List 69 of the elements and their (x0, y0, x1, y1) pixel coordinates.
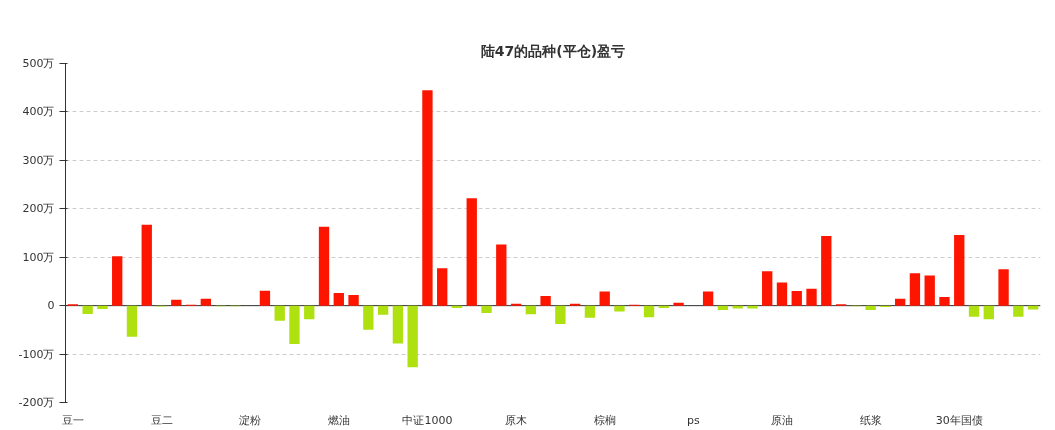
x-tick-label: 中证1000 (402, 413, 453, 427)
bar (112, 256, 123, 306)
bar (732, 305, 743, 309)
bar (437, 268, 448, 306)
bar (377, 305, 389, 315)
bar (318, 226, 330, 306)
x-tick-label: 棕榈 (593, 413, 616, 427)
bar (422, 90, 433, 306)
bar (496, 244, 507, 306)
bar (998, 269, 1009, 306)
bar (348, 294, 359, 306)
bar (540, 295, 551, 306)
bar (82, 305, 93, 314)
bar (407, 305, 418, 368)
bar (599, 291, 610, 306)
x-tick-label: 原木 (505, 413, 528, 427)
x-tick-label: 豆二 (150, 413, 173, 427)
y-tick-label: 0 (47, 299, 55, 313)
bar (806, 288, 817, 306)
bar (126, 305, 138, 337)
bar (481, 305, 492, 313)
y-tick-label: 500万 (22, 57, 55, 70)
bar (200, 298, 212, 306)
bar (762, 271, 773, 306)
bar (747, 305, 758, 309)
bar (1013, 305, 1024, 317)
bar (289, 305, 300, 344)
bar (894, 298, 906, 306)
bar (614, 305, 625, 312)
x-tick-label: 原油 (770, 413, 793, 427)
bar (821, 235, 832, 306)
x-tick-label: 30年国债 (935, 413, 983, 427)
bar (968, 305, 980, 317)
y-tick-label: 300万 (22, 153, 55, 167)
bar (363, 305, 374, 330)
bar (954, 234, 965, 306)
y-tick-label: 400万 (22, 105, 55, 119)
bar (702, 291, 714, 306)
chart-title: 陆47的品种(平仓)盈亏 (480, 42, 626, 59)
y-tick-label: 100万 (22, 250, 55, 264)
bar (791, 291, 802, 306)
bar (924, 275, 935, 306)
bar (939, 296, 950, 306)
bar (909, 273, 921, 306)
bar (776, 282, 788, 306)
bar (141, 224, 152, 306)
x-tick-label: 豆一 (61, 413, 84, 427)
x-tick-label: 纸浆 (859, 413, 882, 427)
bar (259, 290, 271, 306)
bar (584, 305, 596, 318)
y-tick-label: 200万 (22, 202, 55, 216)
x-tick-label: ps (686, 413, 700, 427)
x-tick-label: 淀粉 (239, 413, 262, 427)
bar (392, 305, 404, 344)
bar (673, 302, 684, 306)
bar (555, 305, 566, 325)
y-tick-label: -200万 (18, 396, 55, 409)
x-tick-label: 燃油 (327, 413, 350, 427)
bar (333, 293, 344, 306)
bar (643, 305, 655, 318)
bar (1027, 305, 1039, 310)
y-tick-label: -100万 (18, 347, 55, 361)
bar (97, 305, 108, 310)
bar (983, 305, 994, 320)
bar (466, 198, 477, 306)
bar (274, 305, 285, 321)
bar (171, 299, 182, 306)
bar (304, 305, 315, 320)
bar (865, 305, 876, 310)
